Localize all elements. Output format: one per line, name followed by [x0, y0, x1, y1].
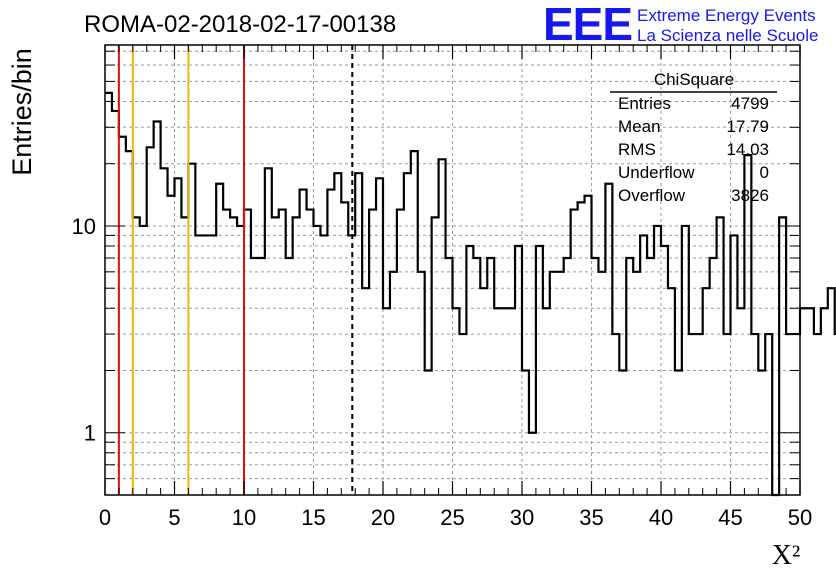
eee-logo: EEE: [543, 0, 633, 50]
x-tick-label: 30: [510, 505, 534, 530]
y-tick-label: 10: [72, 214, 96, 239]
stats-box-title: ChiSquare: [654, 70, 734, 89]
stats-row-value: 3826: [731, 186, 769, 205]
x-tick-label: 25: [440, 505, 464, 530]
x-tick-label: 10: [232, 505, 256, 530]
x-tick-label: 15: [301, 505, 325, 530]
run-title: ROMA-02-2018-02-17-00138: [84, 11, 397, 38]
x-tick-label: 35: [579, 505, 603, 530]
stats-row-label: Entries: [618, 94, 671, 113]
x-axis-label: X²: [772, 540, 801, 571]
x-tick-label: 45: [718, 505, 742, 530]
stats-row-value: 0: [760, 163, 769, 182]
stats-row-label: RMS: [618, 140, 656, 159]
stats-row-value: 17.79: [726, 117, 769, 136]
stats-row-label: Mean: [618, 117, 661, 136]
stats-row-value: 14.03: [726, 140, 769, 159]
eee-tagline-2: La Scienza nelle Scuole: [637, 26, 819, 45]
stats-row-label: Underflow: [618, 163, 695, 182]
x-tick-label: 20: [371, 505, 395, 530]
axis-tick-labels: 0 5 10 15 20 25 30 35 40 45 50 1 10: [72, 214, 813, 530]
reference-lines: [117, 45, 354, 495]
x-tick-label: 50: [788, 505, 812, 530]
grid-lines: [105, 45, 800, 495]
x-tick-label: 0: [99, 505, 111, 530]
axis-ticks: [104, 45, 801, 495]
x-tick-label: 5: [168, 505, 180, 530]
stats-row-label: Overflow: [618, 186, 686, 205]
stats-box-rows: Entries 4799 Mean 17.79 RMS 14.03 Underflow 0 Ov…: [618, 94, 769, 205]
stats-box: ChiSquare Entries 4799 Mean 17.79 RMS 14.03 Un…: [610, 70, 777, 205]
y-axis-label: Entries/bin: [7, 48, 37, 176]
eee-tagline-1: Extreme Energy Events: [637, 6, 816, 25]
y-tick-label: 1: [84, 421, 96, 446]
stats-row-value: 4799: [731, 94, 769, 113]
x-tick-label: 40: [649, 505, 673, 530]
